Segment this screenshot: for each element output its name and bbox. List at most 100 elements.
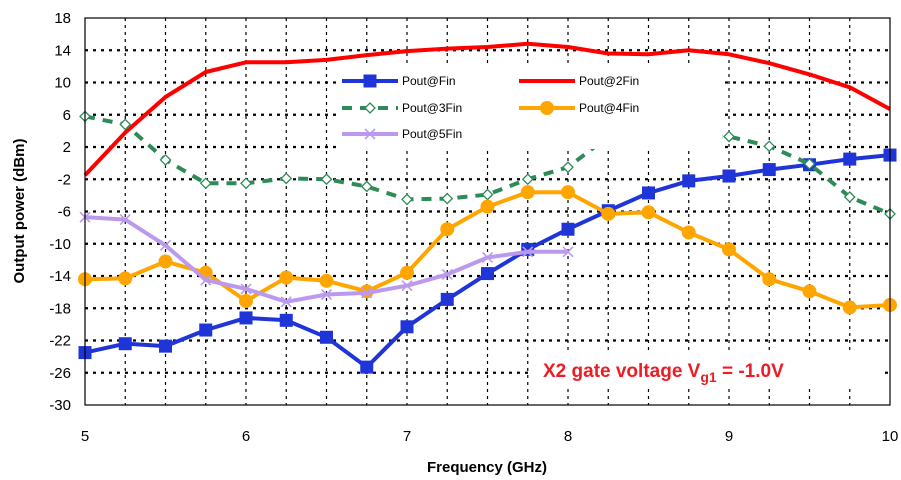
data-point	[363, 74, 377, 88]
data-point	[540, 101, 554, 115]
data-point	[401, 280, 413, 292]
data-point	[803, 158, 816, 170]
annotation-prefix: X2 gate voltage V	[543, 361, 701, 382]
data-point	[320, 330, 333, 344]
data-point	[762, 163, 776, 177]
y-tick-label: 18	[54, 10, 71, 27]
data-point	[158, 254, 173, 269]
data-point	[723, 130, 735, 143]
y-tick-label: -18	[49, 300, 71, 317]
data-point	[279, 270, 294, 285]
data-point	[441, 268, 453, 280]
data-point	[682, 174, 696, 188]
x-tick-label: 8	[564, 428, 572, 445]
annotation-background	[533, 350, 885, 388]
data-point	[481, 251, 494, 264]
data-point	[561, 222, 575, 236]
data-point	[763, 140, 776, 153]
data-point	[521, 173, 534, 186]
data-point	[240, 177, 252, 190]
data-point	[240, 283, 252, 295]
data-point	[280, 172, 293, 185]
data-point	[681, 225, 696, 240]
data-point	[364, 102, 376, 114]
annotation-suffix: = -1.0V	[717, 361, 784, 382]
x-tick-label: 10	[882, 428, 899, 445]
data-point	[843, 191, 856, 203]
annotation-text: X2 gate voltage Vg1 = -1.0V	[543, 361, 784, 385]
data-point	[520, 185, 535, 200]
data-point	[562, 161, 574, 174]
data-point	[762, 272, 777, 287]
series-line	[84, 114, 891, 216]
legend-label: Pout@2Fin	[579, 74, 639, 88]
data-point	[119, 213, 131, 226]
y-tick-label: -6	[58, 204, 71, 221]
legend-item: Pout@2Fin	[519, 74, 639, 88]
legend-label: Pout@5Fin	[402, 127, 462, 141]
annotation-subscript: g1	[700, 369, 717, 385]
series-pout-3fin	[79, 110, 896, 220]
x-tick-label: 7	[403, 428, 411, 445]
legend-item: Pout@Fin	[342, 74, 456, 88]
data-point	[440, 222, 455, 237]
annotation-box: X2 gate voltage Vg1 = -1.0V	[533, 350, 885, 388]
data-point	[722, 242, 736, 257]
legend-item: Pout@5Fin	[342, 127, 462, 141]
data-point	[199, 177, 212, 190]
y-tick-label: -10	[49, 236, 71, 253]
data-point	[320, 288, 333, 301]
x-tick-labels: 5 6 7 8 9 10	[81, 428, 899, 445]
data-point	[118, 271, 133, 286]
data-point	[239, 311, 253, 325]
data-point	[364, 128, 376, 140]
y-tick-label: 2	[63, 139, 71, 156]
x-axis-title: Frequency (GHz)	[427, 459, 547, 476]
data-point	[159, 239, 172, 251]
x-tick-label: 5	[81, 428, 89, 445]
series-line	[83, 41, 891, 177]
data-point	[280, 296, 292, 308]
data-point	[642, 186, 655, 200]
y-tick-label: -30	[49, 397, 71, 414]
data-point	[802, 284, 817, 299]
y-axis-title: Output power (dBm)	[11, 139, 28, 284]
data-point	[561, 185, 575, 200]
y-tick-label: -26	[49, 365, 71, 382]
y-tick-label: -14	[49, 268, 71, 285]
data-point	[361, 287, 373, 299]
data-point	[400, 265, 414, 280]
data-point	[481, 188, 494, 201]
legend: Pout@Fin Pout@2Fin Pout@3Fin Pout@4Fin Pout@…	[336, 67, 722, 149]
data-point	[159, 339, 172, 353]
legend-label: Pout@3Fin	[402, 101, 462, 115]
legend-label: Pout@4Fin	[579, 101, 639, 115]
y-tick-label: 10	[54, 75, 71, 92]
data-point	[641, 205, 656, 220]
data-point	[441, 192, 454, 205]
data-point	[119, 118, 132, 131]
series-pout-2fin	[83, 41, 891, 177]
data-point	[239, 293, 253, 308]
data-point	[480, 199, 495, 214]
data-point	[522, 246, 534, 258]
data-point	[118, 337, 132, 351]
data-point	[199, 323, 213, 337]
data-point	[360, 180, 373, 193]
data-point	[440, 292, 454, 306]
y-tick-label: 6	[63, 107, 71, 124]
data-point	[722, 169, 736, 183]
data-point	[481, 267, 494, 281]
series-layer	[78, 41, 897, 374]
data-point	[401, 193, 413, 206]
legend-item: Pout@3Fin	[342, 101, 462, 115]
data-point	[842, 300, 857, 315]
data-point	[159, 153, 172, 166]
legend-item: Pout@4Fin	[519, 101, 639, 115]
x-tick-label: 9	[725, 428, 733, 445]
data-point	[843, 152, 857, 166]
plot-border	[84, 17, 891, 406]
data-point	[601, 206, 616, 221]
data-point	[562, 246, 574, 258]
